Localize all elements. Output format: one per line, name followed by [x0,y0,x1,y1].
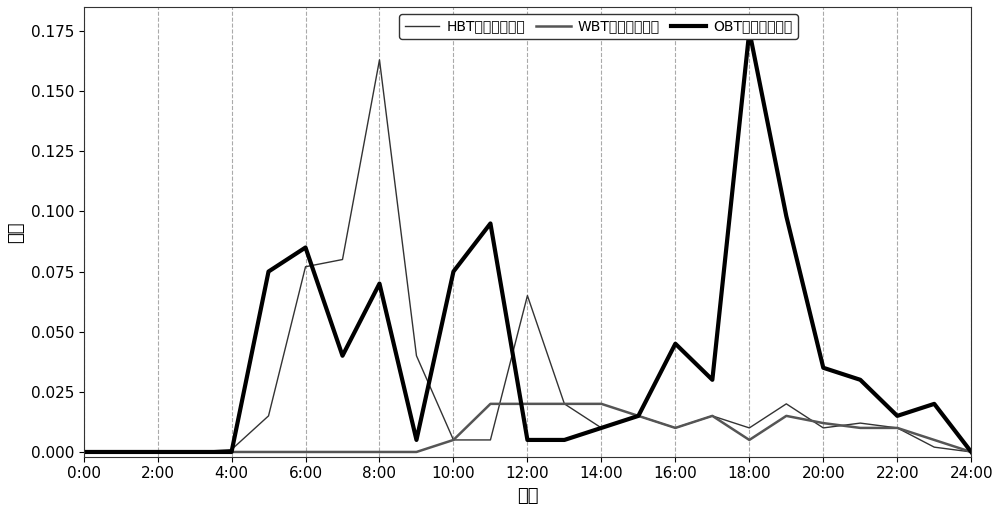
OBT出行出发时刻 [78,449,90,455]
OBT出行出发时刻 [780,213,792,219]
HBT出行出发时刻 [632,413,644,419]
WBT出行出发时刻 [854,425,866,431]
HBT出行出发时刻 [78,449,90,455]
WBT出行出发时刻 [115,449,127,455]
WBT出行出发时刻 [226,449,238,455]
OBT出行出发时刻 [854,377,866,383]
OBT出行出发时刻 [336,353,348,359]
OBT出行出发时刻 [965,449,977,455]
HBT出行出发时刻 [300,264,312,270]
HBT出行出发时刻 [706,413,718,419]
HBT出行出发时刻 [373,57,385,63]
OBT出行出发时刻 [521,437,533,443]
WBT出行出发时刻 [817,420,829,426]
HBT出行出发时刻 [115,449,127,455]
WBT出行出发时刻 [928,437,940,443]
HBT出行出发时刻 [595,425,607,431]
WBT出行出发时刻 [484,401,496,407]
HBT出行出发时刻 [928,444,940,450]
HBT出行出发时刻 [854,420,866,426]
X-axis label: 时间: 时间 [517,487,538,505]
OBT出行出发时刻 [558,437,570,443]
HBT出行出发时刻 [743,425,755,431]
OBT出行出发时刻 [226,449,238,455]
WBT出行出发时刻 [152,449,164,455]
HBT出行出发时刻 [263,413,275,419]
WBT出行出发时刻 [263,449,275,455]
WBT出行出发时刻 [336,449,348,455]
Line: OBT出行出发时刻: OBT出行出发时刻 [84,31,971,452]
HBT出行出发时刻 [447,437,459,443]
HBT出行出发时刻 [410,353,422,359]
WBT出行出发时刻 [891,425,903,431]
WBT出行出发时刻 [706,413,718,419]
OBT出行出发时刻 [891,413,903,419]
WBT出行出发时刻 [373,449,385,455]
Line: HBT出行出发时刻: HBT出行出发时刻 [84,60,971,452]
OBT出行出发时刻 [484,220,496,226]
OBT出行出发时刻 [152,449,164,455]
WBT出行出发时刻 [669,425,681,431]
Line: WBT出行出发时刻: WBT出行出发时刻 [84,404,971,452]
WBT出行出发时刻 [780,413,792,419]
HBT出行出发时刻 [152,449,164,455]
OBT出行出发时刻 [447,268,459,274]
OBT出行出发时刻 [410,437,422,443]
OBT出行出发时刻 [189,449,201,455]
HBT出行出发时刻 [336,257,348,263]
Y-axis label: 概率: 概率 [7,221,25,243]
WBT出行出发时刻 [521,401,533,407]
OBT出行出发时刻 [706,377,718,383]
OBT出行出发时刻 [115,449,127,455]
HBT出行出发时刻 [817,425,829,431]
OBT出行出发时刻 [373,281,385,287]
HBT出行出发时刻 [965,449,977,455]
Legend: HBT出行出发时刻, WBT出行出发时刻, OBT出行出发时刻: HBT出行出发时刻, WBT出行出发时刻, OBT出行出发时刻 [399,14,798,39]
WBT出行出发时刻 [78,449,90,455]
OBT出行出发时刻 [928,401,940,407]
WBT出行出发时刻 [189,449,201,455]
OBT出行出发时刻 [743,28,755,34]
WBT出行出发时刻 [595,401,607,407]
OBT出行出发时刻 [669,340,681,347]
OBT出行出发时刻 [595,425,607,431]
WBT出行出发时刻 [447,437,459,443]
HBT出行出发时刻 [484,437,496,443]
WBT出行出发时刻 [743,437,755,443]
HBT出行出发时刻 [669,425,681,431]
HBT出行出发时刻 [891,425,903,431]
OBT出行出发时刻 [300,244,312,250]
WBT出行出发时刻 [558,401,570,407]
OBT出行出发时刻 [817,365,829,371]
HBT出行出发时刻 [521,292,533,298]
WBT出行出发时刻 [632,413,644,419]
OBT出行出发时刻 [632,413,644,419]
WBT出行出发时刻 [300,449,312,455]
OBT出行出发时刻 [263,268,275,274]
HBT出行出发时刻 [189,449,201,455]
HBT出行出发时刻 [558,401,570,407]
WBT出行出发时刻 [965,449,977,455]
WBT出行出发时刻 [410,449,422,455]
HBT出行出发时刻 [226,446,238,453]
HBT出行出发时刻 [780,401,792,407]
